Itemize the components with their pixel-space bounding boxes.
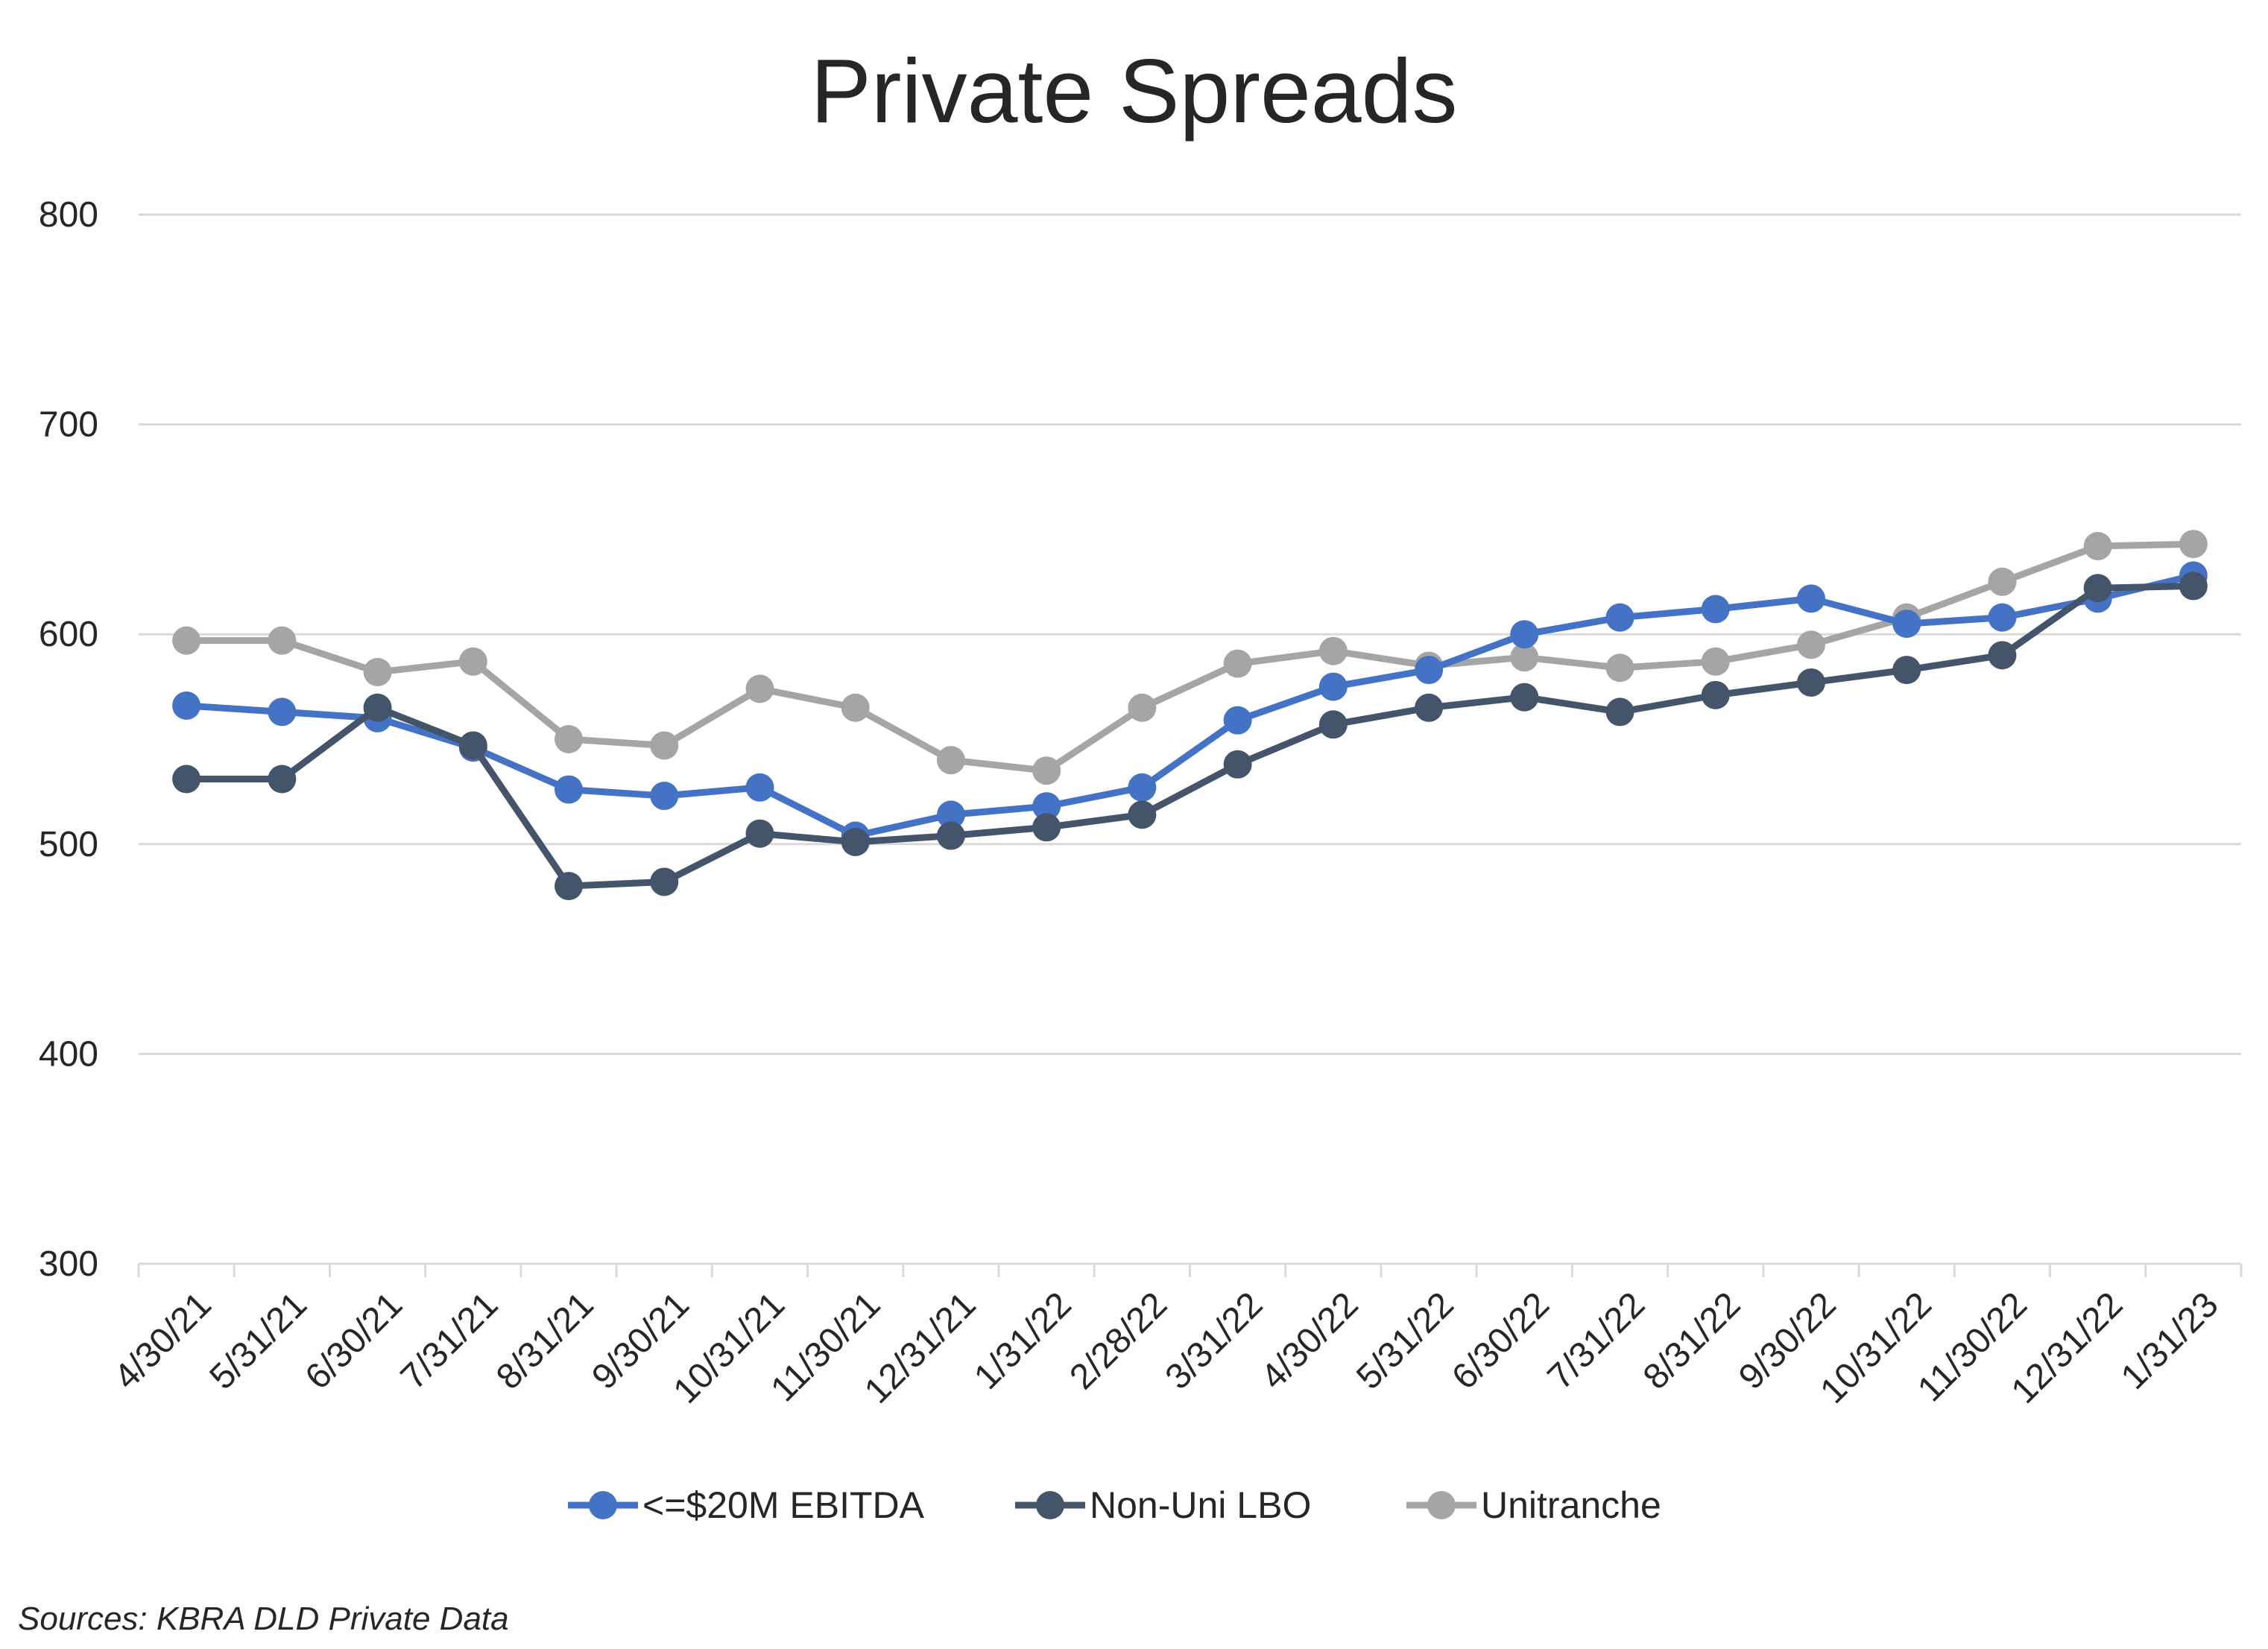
data-point-s0-13: [1415, 656, 1444, 685]
x-tick-label: 1/31/22: [967, 1285, 1079, 1397]
data-point-s0-10: [1128, 773, 1157, 802]
data-point-s0-19: [1988, 603, 2017, 632]
data-point-s1-14: [1510, 683, 1539, 712]
data-point-s2-12: [1318, 636, 1348, 665]
x-tick-label: 7/31/22: [1541, 1285, 1653, 1397]
series-line-2: [183, 540, 2197, 774]
data-point-s2-3: [458, 647, 487, 676]
x-tick-label: 6/30/21: [298, 1285, 411, 1397]
y-tick-label: 300: [39, 1244, 98, 1284]
data-point-s1-15: [1605, 697, 1634, 727]
chart-title: Private Spreads: [810, 40, 1458, 142]
data-point-s0-11: [1223, 706, 1252, 735]
legend-label-1: Non-Uni LBO: [1090, 1484, 1311, 1526]
data-point-s0-14: [1510, 620, 1539, 649]
x-tick-label: 5/31/22: [1349, 1285, 1462, 1397]
data-point-s2-11: [1223, 649, 1252, 678]
data-point-s2-5: [650, 731, 679, 760]
data-point-s1-1: [268, 765, 297, 794]
data-point-s1-11: [1223, 750, 1252, 779]
data-point-s1-6: [745, 819, 774, 848]
data-point-s1-13: [1415, 693, 1444, 722]
data-point-s2-2: [363, 657, 392, 686]
data-point-s1-2: [363, 693, 392, 722]
series-line-0: [183, 572, 2197, 840]
x-tick-label: 2/28/22: [1062, 1285, 1175, 1397]
data-point-s1-12: [1318, 710, 1348, 739]
data-point-s2-0: [172, 626, 201, 655]
data-point-s1-7: [841, 827, 870, 856]
source-note: Sources: KBRA DLD Private Data: [18, 1601, 509, 1637]
legend-swatch-marker-2: [1427, 1491, 1456, 1519]
x-tick-label: 1/31/23: [2114, 1285, 2226, 1397]
data-point-s0-0: [172, 691, 201, 720]
data-point-s2-9: [1032, 756, 1061, 785]
data-point-s1-17: [1796, 668, 1825, 697]
data-point-s0-9: [1032, 792, 1061, 821]
data-point-s2-17: [1796, 630, 1825, 659]
data-point-s1-5: [650, 867, 679, 896]
data-point-s0-15: [1605, 603, 1634, 632]
y-tick-label: 500: [39, 825, 98, 864]
y-tick-label: 800: [39, 195, 98, 235]
x-tick-label: 8/31/22: [1636, 1285, 1749, 1397]
data-point-s1-21: [2179, 572, 2208, 601]
y-tick-label: 400: [39, 1034, 98, 1074]
data-point-s0-18: [1892, 610, 1921, 639]
data-point-s0-5: [650, 782, 679, 811]
x-tick-label: 8/31/21: [489, 1285, 601, 1397]
data-point-s1-4: [555, 872, 584, 901]
data-point-s1-16: [1701, 680, 1730, 709]
data-point-s2-7: [841, 693, 870, 722]
data-point-s1-19: [1988, 641, 2017, 670]
legend-label-2: Unitranche: [1481, 1484, 1661, 1526]
data-point-s0-6: [745, 773, 774, 802]
data-point-s1-8: [936, 821, 965, 850]
x-tick-label: 7/31/21: [394, 1285, 506, 1397]
x-tick-label: 4/30/22: [1254, 1285, 1366, 1397]
data-point-s2-8: [936, 746, 965, 775]
data-point-s1-10: [1128, 800, 1157, 829]
x-tick-label: 4/30/21: [107, 1285, 219, 1397]
data-point-s2-16: [1701, 647, 1730, 676]
data-point-s2-10: [1128, 693, 1157, 722]
data-point-s0-17: [1796, 584, 1825, 613]
data-point-s2-20: [2083, 531, 2112, 560]
series-line-1: [183, 582, 2197, 890]
data-point-s2-1: [268, 626, 297, 655]
data-point-s1-3: [458, 731, 487, 760]
legend-swatch-marker-0: [589, 1491, 617, 1519]
legend-swatch-marker-1: [1036, 1491, 1064, 1519]
data-point-s2-15: [1605, 653, 1634, 683]
data-point-s0-1: [268, 697, 297, 727]
data-point-s2-14: [1510, 643, 1539, 672]
x-tick-label: 5/31/21: [202, 1285, 315, 1397]
data-point-s0-4: [555, 775, 584, 804]
y-tick-label: 700: [39, 405, 98, 445]
legend-label-0: <=$20M EBITDA: [642, 1484, 925, 1526]
data-point-s0-12: [1318, 672, 1348, 701]
x-tick-label: 3/31/22: [1158, 1285, 1271, 1397]
data-point-s1-20: [2083, 574, 2112, 603]
y-tick-label: 600: [39, 615, 98, 654]
data-point-s0-8: [936, 800, 965, 829]
data-point-s2-6: [745, 674, 774, 703]
data-point-s1-18: [1892, 656, 1921, 685]
data-point-s1-9: [1032, 813, 1061, 842]
data-point-s2-4: [555, 725, 584, 753]
data-point-s0-16: [1701, 595, 1730, 624]
data-point-s2-19: [1988, 567, 2017, 596]
x-tick-label: 6/30/22: [1444, 1285, 1557, 1397]
data-point-s2-21: [2179, 530, 2208, 559]
data-point-s1-0: [172, 765, 201, 794]
